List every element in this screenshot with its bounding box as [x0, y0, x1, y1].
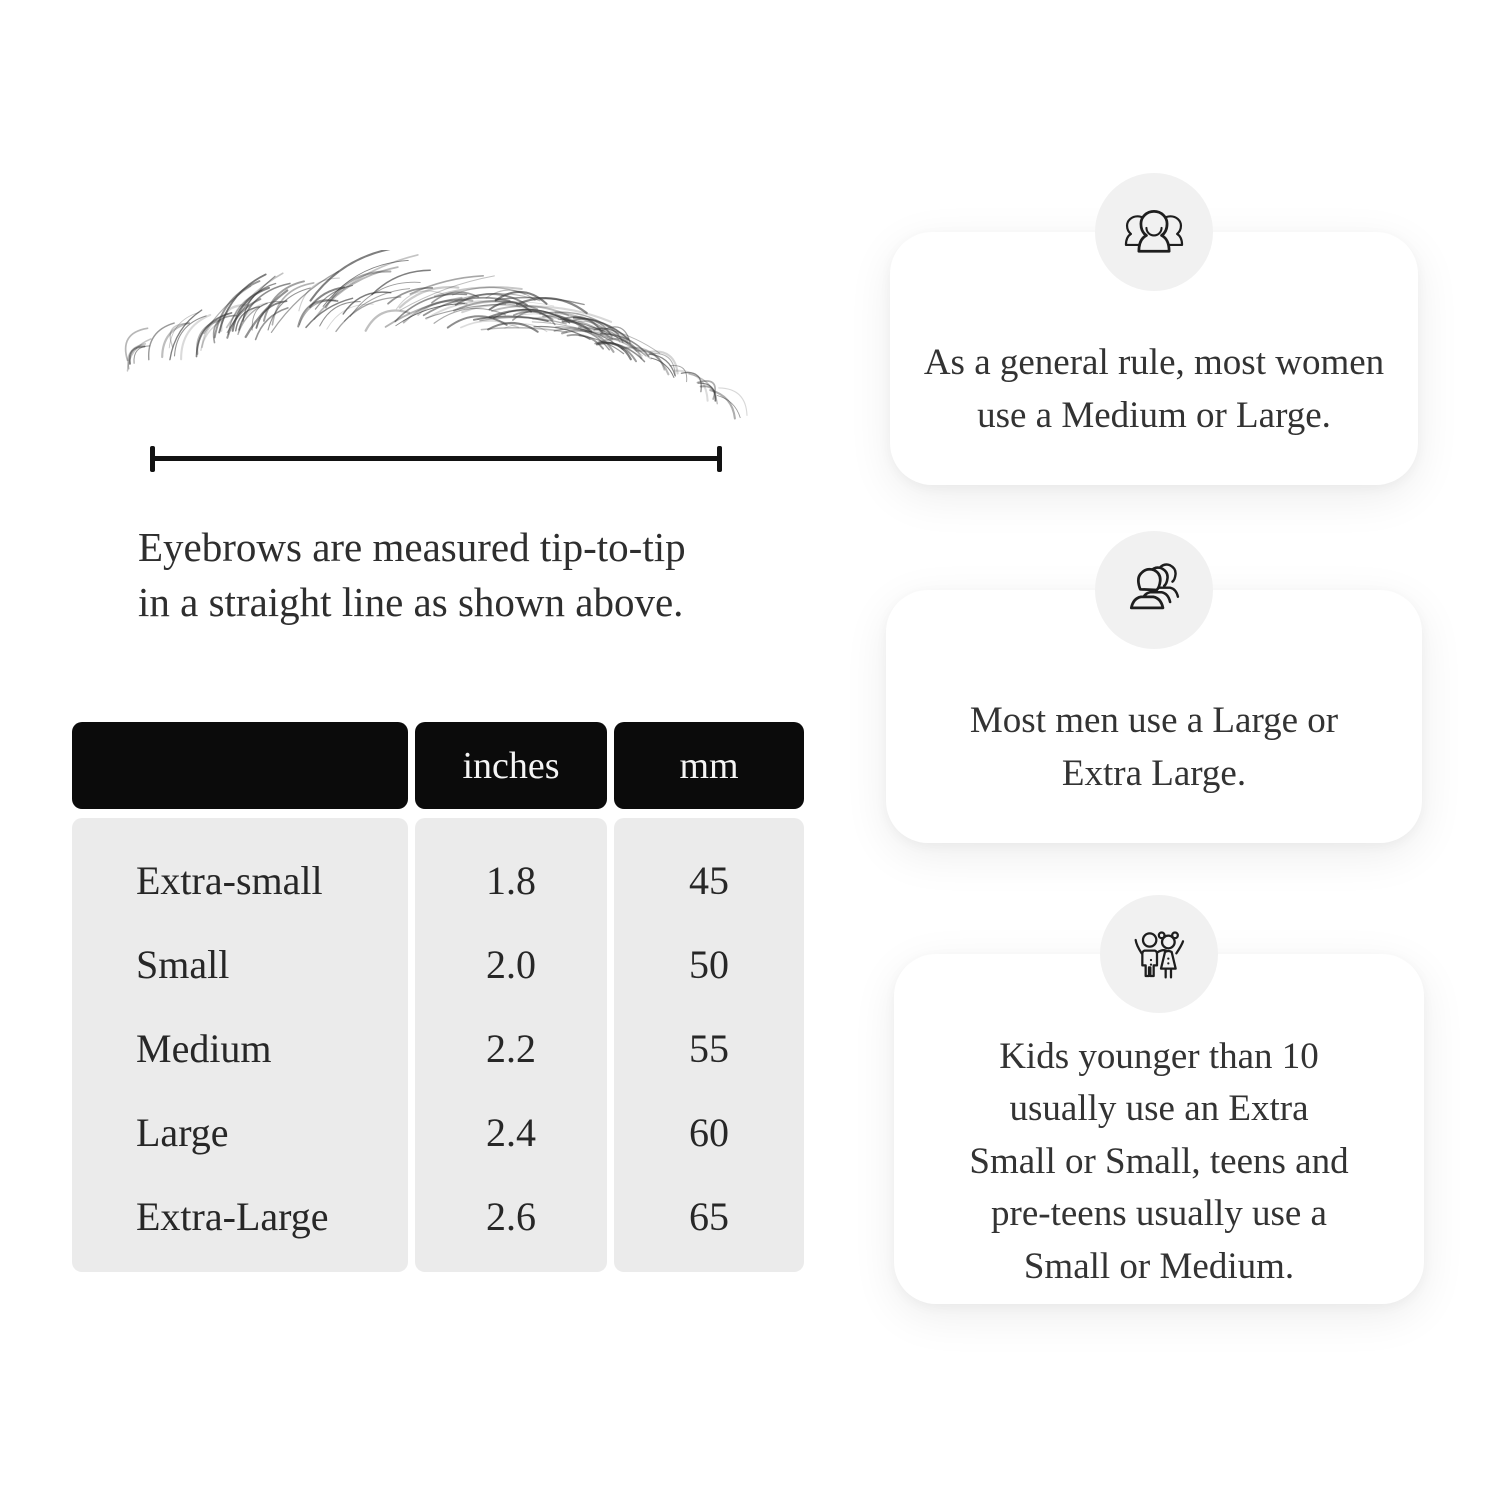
table-cell-mm: 55: [689, 1025, 729, 1071]
size-label-column: Extra-small Small Medium Large Extra-Lar…: [72, 818, 408, 1272]
table-row-label: Small: [136, 941, 230, 987]
card-text-men: Most men use a Large or Extra Large.: [969, 699, 1339, 794]
card-icon-circle: [1100, 895, 1218, 1013]
table-cell-inches: 2.2: [486, 1025, 536, 1071]
info-card-kids: Kids younger than 10 usually use an Extr…: [894, 895, 1424, 1304]
table-cell-mm: 50: [689, 941, 729, 987]
size-table: inches mm Extra-small Small Medium Large…: [72, 722, 804, 1272]
card-icon-circle: [1095, 531, 1213, 649]
card-text-women: As a general rule, most women use a Medi…: [923, 341, 1385, 436]
table-cell-mm: 45: [689, 857, 729, 903]
table-cell-inches: 1.8: [486, 857, 536, 903]
header-cell-mm: mm: [614, 722, 804, 809]
table-cell-inches: 2.6: [486, 1193, 536, 1239]
info-card-men: Most men use a Large or Extra Large.: [886, 531, 1422, 843]
measurement-line: [150, 446, 722, 472]
card-icon-circle: [1095, 173, 1213, 291]
measurement-right-tick: [717, 446, 722, 472]
measurement-caption: Eyebrows are measured tip-to-tip in a st…: [138, 524, 686, 625]
table-cell-mm: 65: [689, 1193, 729, 1239]
size-table-header-row: inches mm: [72, 722, 804, 809]
table-cell-inches: 2.0: [486, 941, 536, 987]
info-card-women: As a general rule, most women use a Medi…: [890, 173, 1418, 485]
inches-column: 1.8 2.0 2.2 2.4 2.6: [415, 818, 607, 1272]
kids-icon: [1134, 931, 1185, 979]
table-row-label: Large: [136, 1109, 229, 1155]
table-row-label: Medium: [136, 1025, 272, 1071]
eyebrow-illustration: [124, 250, 748, 420]
table-row-label: Extra-Large: [136, 1193, 329, 1239]
mm-column: 45 50 55 60 65: [614, 818, 804, 1272]
table-cell-inches: 2.4: [486, 1109, 536, 1155]
table-row-label: Extra-small: [136, 857, 323, 903]
header-cell-inches: inches: [415, 722, 607, 809]
table-cell-mm: 60: [689, 1109, 729, 1155]
size-table-body: Extra-small Small Medium Large Extra-Lar…: [72, 818, 804, 1272]
women-group-icon: [1124, 210, 1184, 253]
header-cell-blank: [72, 722, 408, 809]
men-group-icon: [1129, 563, 1180, 610]
measurement-bar: [152, 456, 720, 461]
card-text-kids: Kids younger than 10 usually use an Extr…: [969, 1035, 1349, 1287]
